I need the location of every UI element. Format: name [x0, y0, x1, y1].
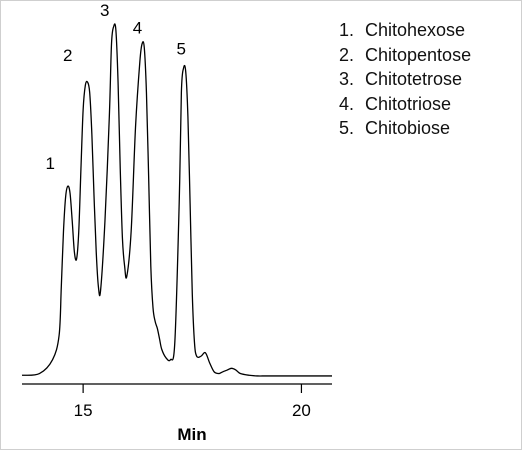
x-axis-ticks — [82, 384, 303, 393]
legend-item-label: Chitopentose — [365, 44, 472, 65]
legend-item-4: 4. Chitotriose — [339, 92, 471, 117]
peak-label-4: 4 — [133, 18, 142, 37]
legend-item-5: 5. Chitobiose — [339, 116, 471, 141]
x-axis-label: Min — [177, 425, 206, 444]
legend-item-label: Chitotriose — [365, 93, 452, 114]
legend-item-number: 5. — [339, 118, 355, 138]
legend-item-1: 1. Chitohexose — [339, 18, 471, 43]
peak-label-2: 2 — [63, 46, 72, 65]
peak-labels: 1 2 3 4 5 — [45, 1, 185, 173]
legend-item-number: 3. — [339, 69, 355, 89]
peak-label-1: 1 — [45, 154, 54, 173]
x-tick-label-20: 20 — [292, 401, 311, 420]
legend-item-label: Chitotetrose — [365, 69, 463, 89]
legend-item-3: 3. Chitotetrose — [339, 67, 471, 92]
legend-item-2: 2. Chitopentose — [339, 43, 471, 68]
legend-item-number: 4. — [339, 93, 355, 114]
legend-item-label: Chitobiose — [365, 118, 451, 138]
legend: 1. Chitohexose 2. Chitopentose 3. Chitotetros… — [339, 18, 471, 141]
x-axis-tick-labels: 15 20 — [74, 401, 311, 420]
chromatogram-trace — [21, 23, 332, 377]
legend-item-label: Chitohexose — [365, 20, 466, 40]
legend-item-number: 2. — [339, 44, 355, 65]
peak-label-3: 3 — [100, 1, 109, 20]
peak-label-5: 5 — [176, 39, 185, 58]
legend-item-number: 1. — [339, 20, 355, 40]
x-tick-label-15: 15 — [74, 401, 93, 420]
